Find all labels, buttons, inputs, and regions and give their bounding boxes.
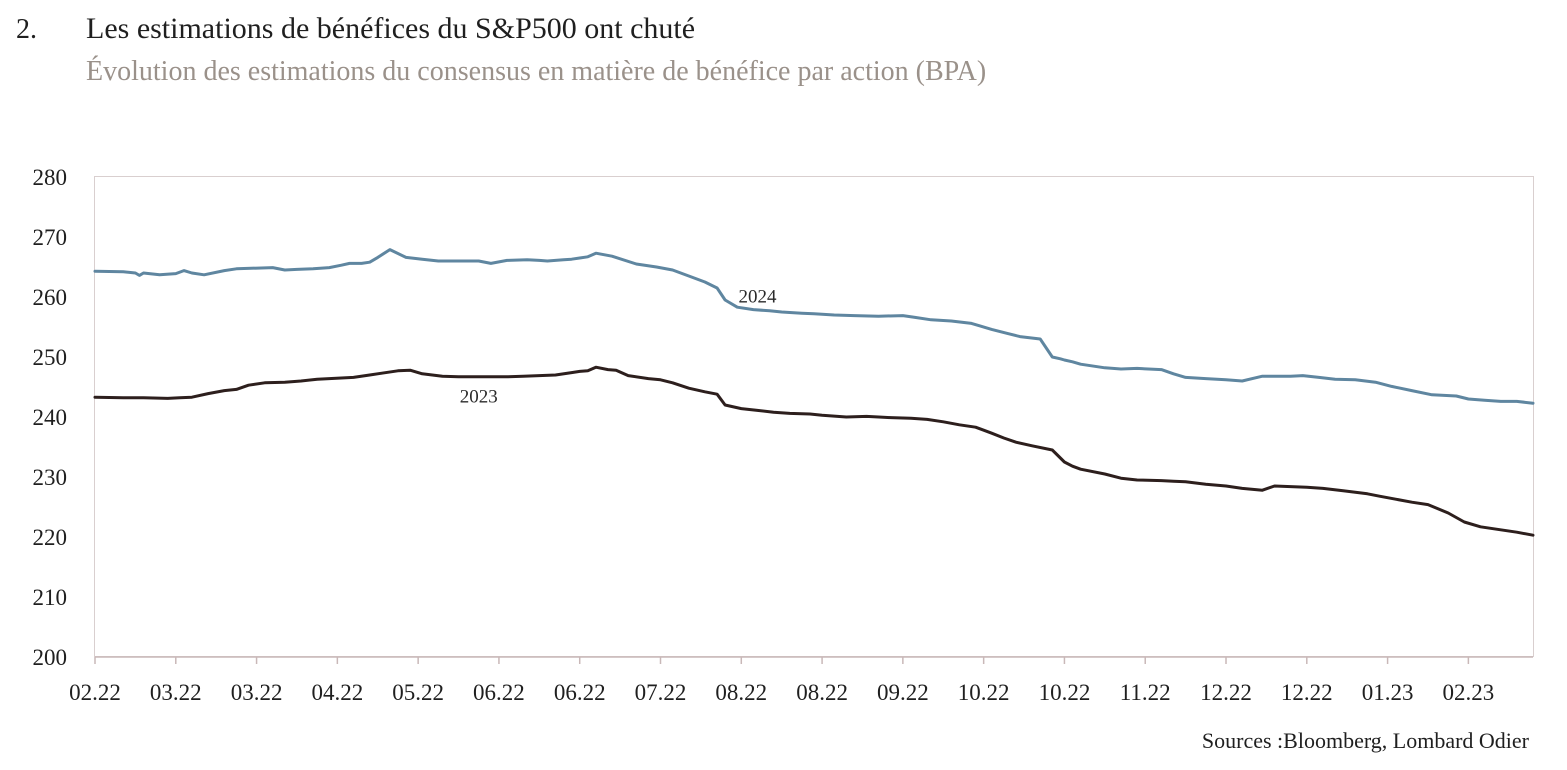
x-tick-label: 09.22 (877, 680, 929, 705)
x-tick-label: 12.22 (1281, 680, 1333, 705)
x-tick-label: 03.22 (150, 680, 202, 705)
x-tick-label: 05.22 (392, 680, 444, 705)
x-tick-label: 11.22 (1120, 680, 1171, 705)
x-tick-label: 01.23 (1362, 680, 1414, 705)
series-group (93, 248, 1535, 537)
series-labels: 2024 2023 (460, 286, 777, 407)
y-tick-label: 220 (33, 525, 68, 550)
x-tick-label: 02.23 (1442, 680, 1494, 705)
chart-subtitle: Évolution des estimations du consensus e… (86, 56, 987, 87)
y-tick-label: 270 (33, 225, 68, 250)
y-tick-label: 260 (33, 285, 68, 310)
x-tick-label: 04.22 (311, 680, 363, 705)
x-axis: 02.22 03.22 03.22 04.22 05.22 06.22 06.22 07.22… (69, 656, 1533, 705)
x-tick-label: 03.22 (231, 680, 283, 705)
series-line-2023 (93, 365, 1535, 537)
y-tick-label: 250 (33, 345, 68, 370)
x-tick-label: 06.22 (554, 680, 606, 705)
series-label-2023: 2023 (460, 387, 498, 408)
y-tick-label: 210 (33, 585, 68, 610)
plot-frame (94, 176, 1534, 657)
y-tick-label: 280 (33, 165, 68, 190)
x-tick-label: 10.22 (1039, 680, 1091, 705)
x-tick-label: 08.22 (796, 680, 848, 705)
x-tick-label: 06.22 (473, 680, 525, 705)
x-tick-label: 12.22 (1200, 680, 1252, 705)
y-axis: 200 210 220 230 240 250 260 270 280 (33, 165, 68, 670)
source-note: Sources :Bloomberg, Lombard Odier (1201, 728, 1529, 753)
y-tick-label: 230 (33, 465, 68, 490)
series-label-2024: 2024 (738, 286, 777, 307)
x-tick-label: 08.22 (715, 680, 767, 705)
figure-number: 2. (16, 14, 37, 45)
y-tick-label: 200 (33, 645, 68, 670)
y-tick-label: 240 (33, 405, 68, 430)
x-tick-label: 02.22 (69, 680, 121, 705)
chart-title: Les estimations de bénéfices du S&P500 o… (86, 12, 696, 45)
x-tick-label: 07.22 (635, 680, 687, 705)
series-line-2024 (93, 248, 1535, 405)
x-tick-label: 10.22 (958, 680, 1010, 705)
